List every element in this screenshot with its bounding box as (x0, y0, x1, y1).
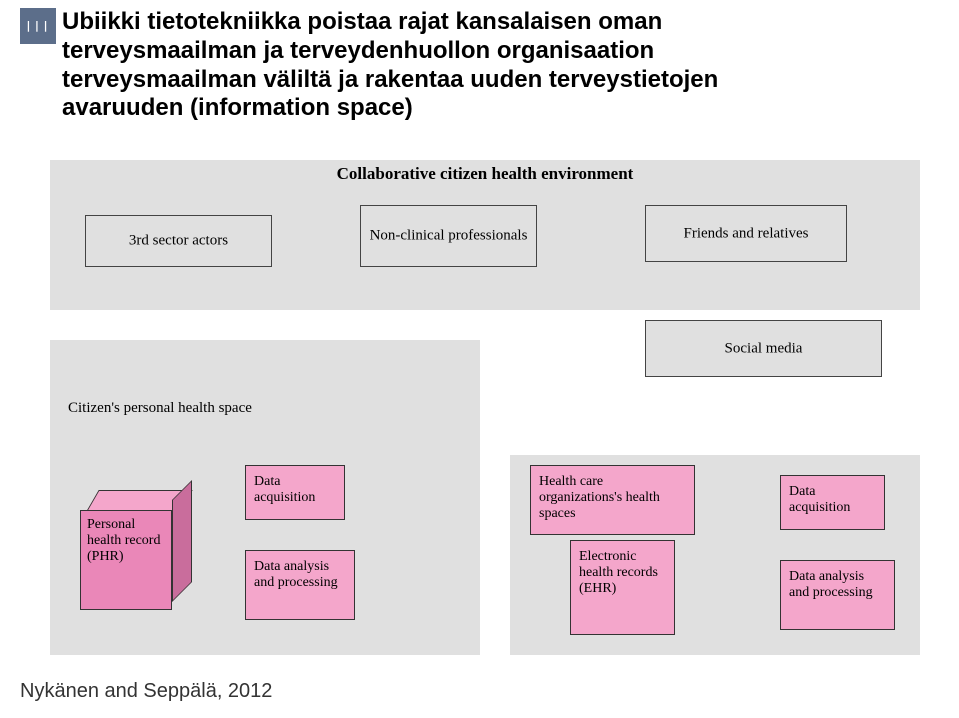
box-friends-label: Friends and relatives (646, 225, 846, 242)
box-third-sector: 3rd sector actors (85, 215, 272, 267)
collab-env-title: Collaborative citizen health environment (50, 164, 920, 184)
box-nonclinical-label: Non-clinical professionals (361, 227, 536, 244)
box-social-media: Social media (645, 320, 882, 377)
phr-cube-side (172, 480, 192, 602)
box-org-data-analysis: Data analysis and processing (780, 560, 895, 630)
box-data-acquisition: Data acquisition (245, 465, 345, 520)
box-friends: Friends and relatives (645, 205, 847, 262)
title-line: terveysmaailman väliltä ja rakentaa uude… (62, 66, 718, 93)
box-data-analysis: Data analysis and processing (245, 550, 355, 620)
citizen-space-titlebar (58, 348, 470, 388)
phr-cube: Personal health record (PHR) (80, 490, 190, 610)
page-title: Ubiikki tietotekniikka poistaa rajat kan… (62, 8, 899, 123)
diagram-area: Collaborative citizen health environment… (0, 145, 959, 675)
title-line: terveysmaailman ja terveydenhuollon orga… (62, 37, 654, 64)
box-social-media-label: Social media (646, 340, 881, 357)
box-third-sector-label: 3rd sector actors (86, 232, 271, 249)
box-nonclinical: Non-clinical professionals (360, 205, 537, 267)
citizen-space-title: Citizen's personal health space (68, 400, 252, 417)
title-line: avaruuden (information space) (62, 94, 413, 121)
box-org-data-acquisition: Data acquisition (780, 475, 885, 530)
phr-label: Personal health record (PHR) (80, 510, 172, 610)
box-org-title: Health care organizations's health space… (530, 465, 695, 535)
logo-icon: ||| (20, 8, 56, 44)
title-line: Ubiikki tietotekniikka poistaa rajat kan… (62, 8, 662, 35)
attribution: Nykänen and Seppälä, 2012 (20, 680, 272, 703)
box-ehr: Electronic health records (EHR) (570, 540, 675, 635)
